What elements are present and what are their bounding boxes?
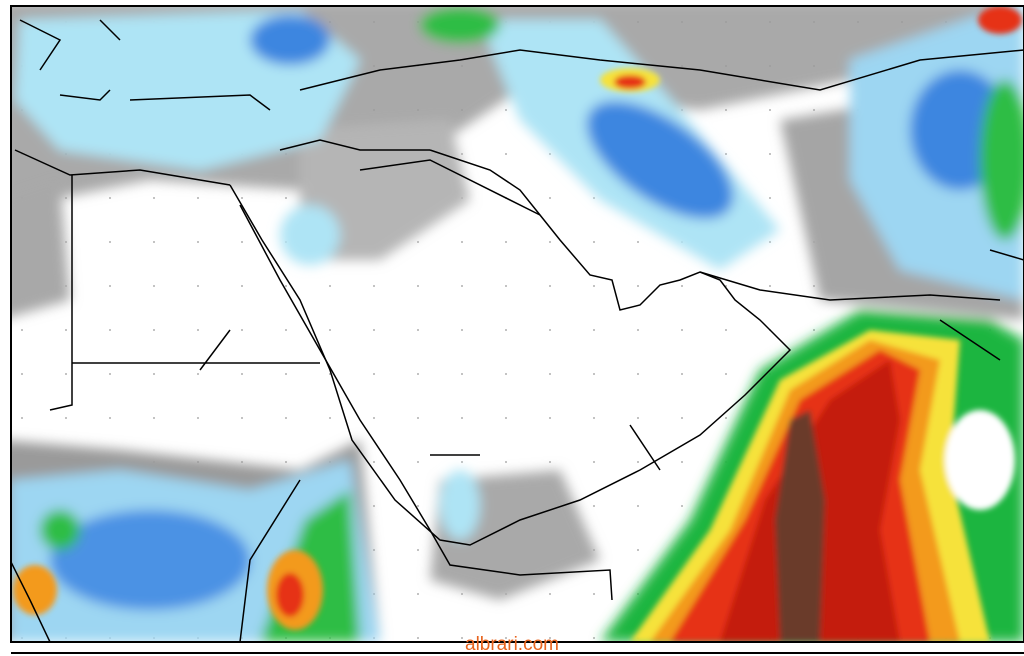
map-frame: [10, 5, 1024, 643]
watermark: albrari.com: [465, 634, 559, 655]
precip-field: [11, 6, 1024, 642]
borders: [11, 19, 1024, 642]
